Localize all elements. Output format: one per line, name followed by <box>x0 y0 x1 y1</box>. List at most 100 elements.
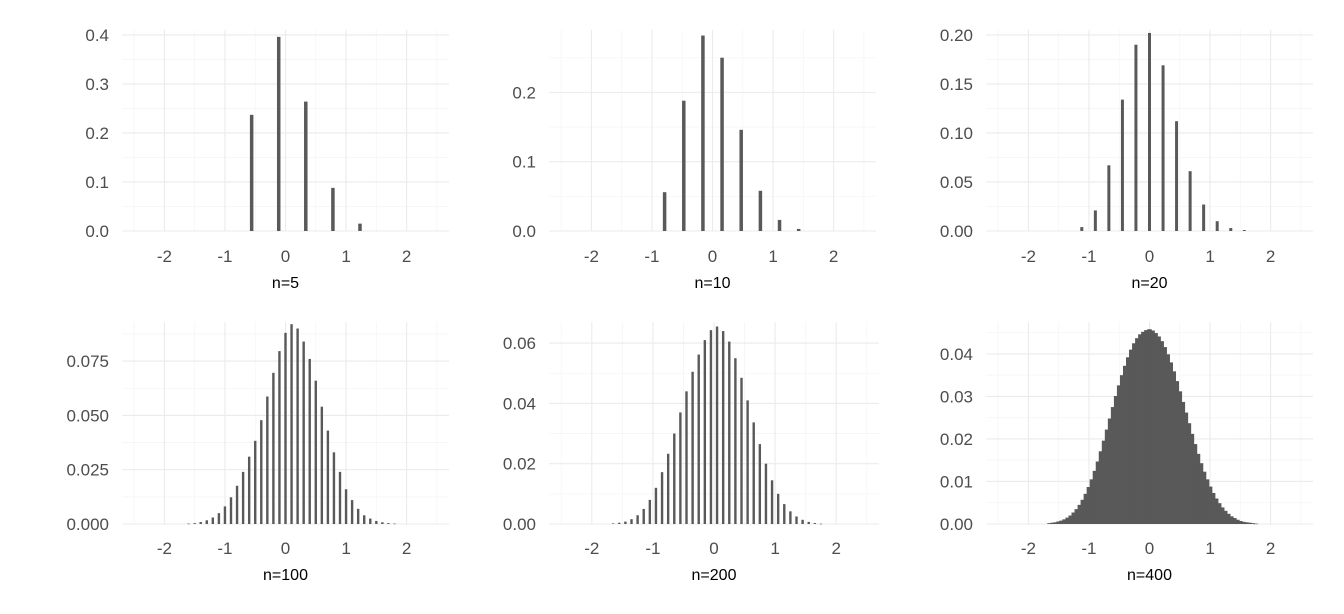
bar <box>332 452 336 524</box>
bar <box>205 520 208 524</box>
bar <box>308 358 311 524</box>
bar <box>393 523 396 525</box>
y-tick-label: 0.20 <box>940 26 973 45</box>
bar <box>217 513 221 524</box>
bar <box>278 351 281 524</box>
bar <box>1122 365 1128 524</box>
bar <box>801 519 804 524</box>
y-tick-label: 0.0 <box>85 222 109 241</box>
bar <box>1150 330 1155 524</box>
bar <box>1207 486 1213 524</box>
bar <box>764 463 768 524</box>
y-tick-label: 0.025 <box>66 461 109 480</box>
bar <box>734 358 737 524</box>
bar <box>715 326 719 524</box>
bar <box>1113 395 1119 524</box>
x-tick-label: 1 <box>1205 247 1214 266</box>
x-axis-title: n=10 <box>694 275 730 292</box>
bar <box>1228 516 1234 524</box>
bar <box>660 472 664 524</box>
y-tick-label: 0.2 <box>85 124 109 143</box>
bar <box>1201 471 1207 524</box>
bar <box>1210 492 1216 524</box>
bar <box>304 101 308 231</box>
y-tick-label: 0.15 <box>940 75 973 94</box>
bar <box>187 523 190 525</box>
bar <box>758 190 763 231</box>
bar <box>682 100 686 231</box>
bar <box>1107 418 1113 524</box>
bar <box>272 372 275 524</box>
y-tick-label: 0.02 <box>940 430 973 449</box>
panel-n-20: -2 -1 0 1 2 0.00 0.05 0.10 0.15 0.20 n=20 <box>940 26 1313 292</box>
bar <box>1213 498 1219 524</box>
bar <box>1215 221 1219 231</box>
bar <box>813 523 817 524</box>
bar <box>356 508 360 524</box>
bar <box>648 499 652 524</box>
bar <box>1165 354 1170 524</box>
x-tick-label: 1 <box>768 247 777 266</box>
x-tick-label: 0 <box>281 247 290 266</box>
x-tick-label: -1 <box>645 539 660 558</box>
bar <box>1134 44 1138 231</box>
y-tick-label: 0.10 <box>940 124 973 143</box>
x-tick-label: 2 <box>1266 539 1275 558</box>
bar <box>1074 509 1080 524</box>
bar <box>1247 522 1252 524</box>
bar <box>387 523 390 524</box>
x-tick-label: -2 <box>584 539 599 558</box>
bar <box>1089 479 1095 524</box>
bar <box>358 223 362 231</box>
bar <box>199 522 202 524</box>
bar <box>1053 522 1058 524</box>
bar <box>770 480 774 524</box>
x-tick-label: 1 <box>1205 539 1214 558</box>
bar <box>1080 227 1084 231</box>
bar <box>703 340 707 524</box>
bar <box>1101 440 1107 524</box>
bar <box>1242 230 1246 231</box>
bar <box>331 187 335 231</box>
bar <box>1192 444 1198 524</box>
x-tick-label: 0 <box>281 539 290 558</box>
x-tick-label: -1 <box>644 247 659 266</box>
x-tick-label: 0 <box>708 247 717 266</box>
bar <box>1219 507 1225 524</box>
bar <box>1056 521 1061 524</box>
bar <box>338 471 342 524</box>
bar <box>290 324 293 524</box>
x-tick-label: 2 <box>829 247 838 266</box>
bar <box>1153 333 1158 524</box>
panel-n-200: -2 -1 0 1 2 0.00 0.02 0.04 0.06 n=200 <box>503 322 879 584</box>
bar <box>1135 338 1140 524</box>
bar <box>1086 487 1092 524</box>
x-tick-label: -1 <box>217 247 232 266</box>
y-tick-label: 0.3 <box>85 75 109 94</box>
y-tick-label: 0.0 <box>512 222 536 241</box>
x-tick-label: -2 <box>157 539 172 558</box>
bar <box>1141 331 1146 524</box>
x-tick-label: -2 <box>584 247 599 266</box>
bar <box>1222 510 1228 524</box>
bar <box>1129 349 1134 524</box>
bar <box>777 219 782 231</box>
bar <box>728 341 731 524</box>
y-tick-label: 0.04 <box>503 394 536 413</box>
bar <box>223 506 227 524</box>
y-tick-label: 0.00 <box>940 515 973 534</box>
bar <box>1216 503 1222 524</box>
bar <box>1110 407 1116 524</box>
bar <box>721 331 725 524</box>
x-tick-label: 1 <box>341 247 350 266</box>
bar <box>796 228 801 231</box>
bar <box>1156 336 1161 524</box>
bar <box>1092 470 1098 524</box>
bar <box>1119 375 1125 524</box>
panel-n-100: -2 -1 0 1 2 0.000 0.025 0.050 0.075 n=100 <box>66 322 449 584</box>
bar <box>350 500 354 524</box>
bar <box>1147 329 1152 524</box>
x-tick-label: 0 <box>1145 247 1154 266</box>
bar <box>624 521 627 524</box>
